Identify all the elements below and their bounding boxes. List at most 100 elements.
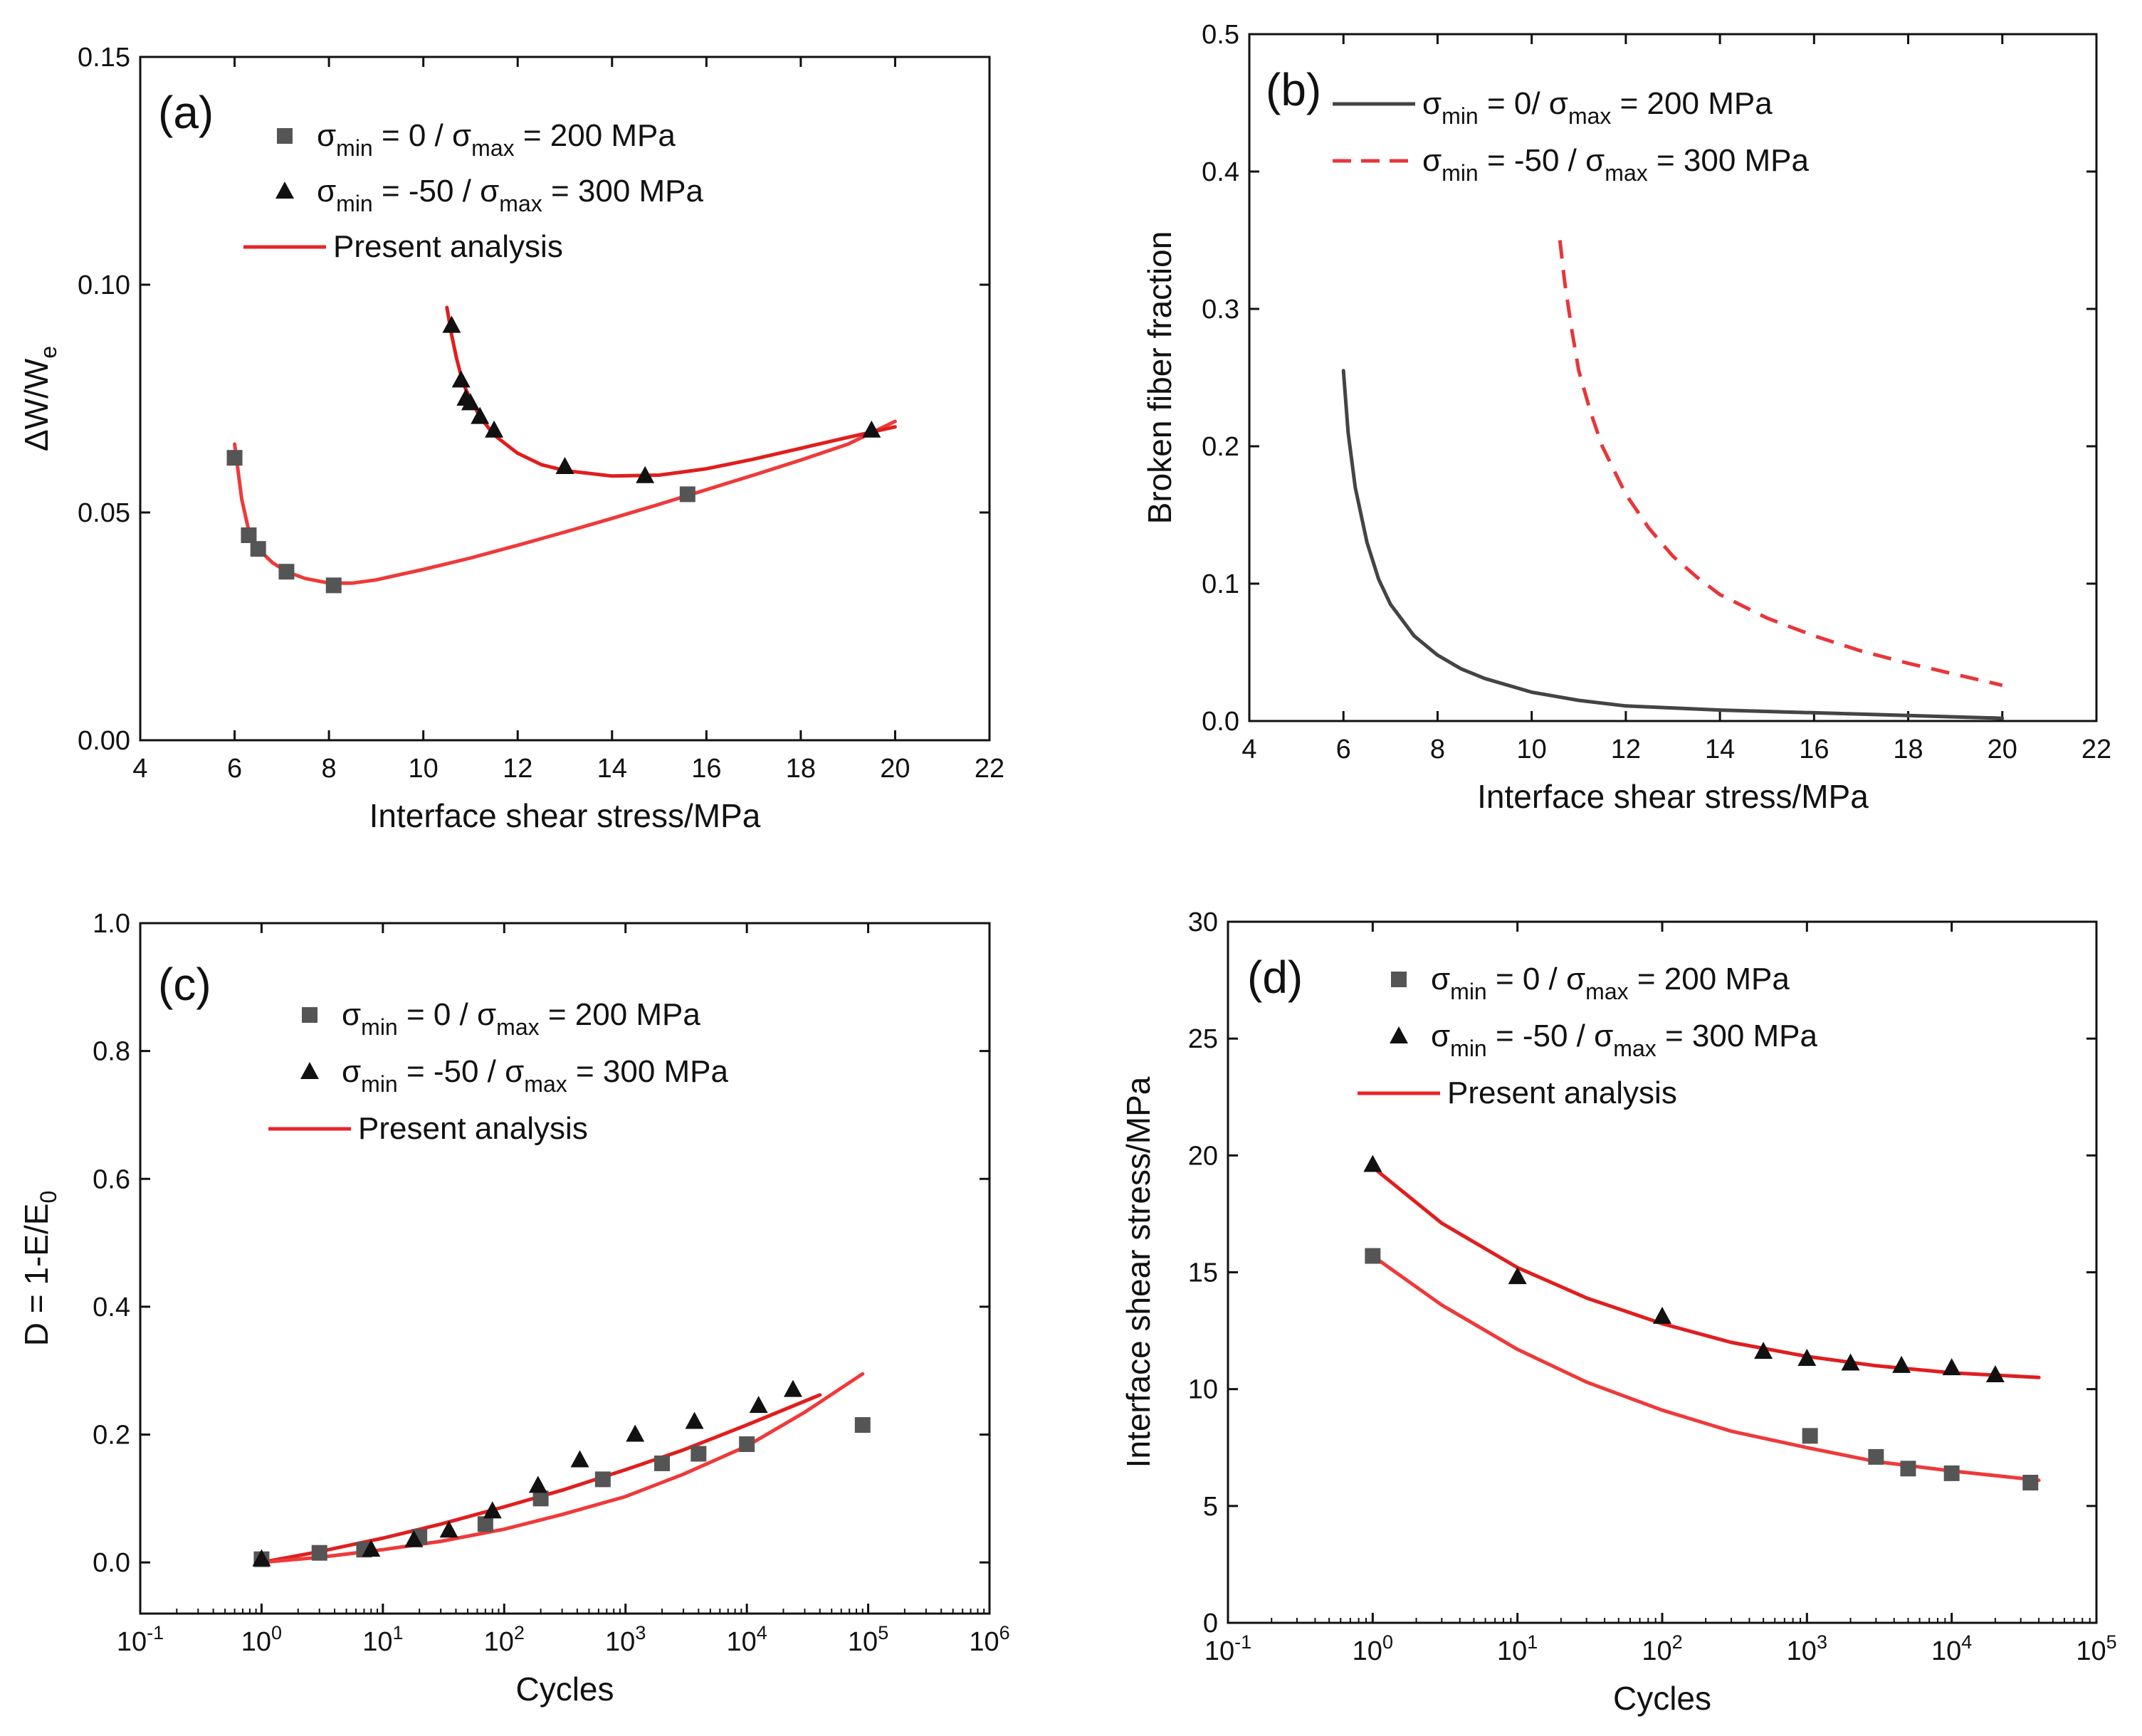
panel-label: (b)	[1266, 64, 1321, 115]
data-point-square	[654, 1455, 671, 1471]
data-point-square	[250, 541, 266, 557]
data-point-triangle	[439, 1520, 458, 1538]
data-point-square	[739, 1436, 755, 1452]
data-layer	[226, 305, 897, 594]
data-point-triangle	[626, 1424, 645, 1442]
y-tick-label: 25	[1188, 1024, 1218, 1054]
y-tick-label: 5	[1203, 1492, 1218, 1522]
x-tick-label: 100	[1353, 1631, 1393, 1666]
series-line-present-analysis-200-mpa	[259, 1372, 865, 1564]
data-point-square	[226, 450, 243, 466]
data-point-square	[1868, 1448, 1884, 1465]
legend-marker-square	[277, 128, 293, 144]
x-tick-label: 20	[880, 754, 910, 784]
x-tick-label: 4	[1241, 735, 1256, 764]
data-point-triangle	[485, 420, 504, 438]
y-tick-label: 1.0	[93, 909, 130, 939]
panel-b: 4 6 8 10 12 14 16 18 20 22 0.0 0.1 0.2 0.3 0.4 0.5 Inter…	[1141, 20, 2111, 815]
data-point-square	[1900, 1461, 1916, 1477]
x-tick-label: 22	[2081, 735, 2111, 764]
x-tick-label: 14	[1705, 735, 1735, 764]
data-point-square	[1365, 1248, 1381, 1264]
data-point-triangle	[1363, 1154, 1382, 1172]
panel-label: (c)	[158, 959, 211, 1010]
y-tick-label: 0.05	[78, 498, 130, 528]
x-tick-label: 104	[726, 1622, 767, 1657]
series-line-present-analysis-200-mpa	[1370, 1254, 2041, 1483]
x-axis-title: Cycles	[515, 1671, 614, 1708]
data-layer	[252, 1372, 871, 1567]
data-point-square	[325, 577, 342, 594]
y-tick-label: 10	[1188, 1375, 1218, 1405]
data-point-square	[594, 1471, 611, 1488]
x-tick-label: 22	[975, 754, 1004, 784]
data-point-square	[854, 1417, 871, 1433]
x-tick-label: 20	[1988, 735, 2017, 764]
y-tick-label: 0	[1203, 1609, 1218, 1638]
panel-a: 4 6 8 10 12 14 16 18 20 22 0.00 0.05 0.10 0.15 Interfa…	[18, 43, 1004, 834]
y-tick-label: 30	[1188, 908, 1218, 937]
x-tick-label: 10	[409, 754, 439, 784]
legend-label: Present analysis	[358, 1111, 588, 1146]
x-tick-label: 105	[848, 1622, 888, 1657]
data-point-triangle	[685, 1411, 704, 1429]
panel-label: (d)	[1247, 952, 1303, 1003]
data-point-square	[532, 1490, 549, 1507]
x-tick-label: 105	[2076, 1631, 2116, 1666]
y-tick-label: 20	[1188, 1141, 1218, 1171]
y-tick-label: 0.8	[93, 1037, 130, 1067]
y-tick-label: 0.15	[78, 43, 130, 73]
y-tick-label: 0.1	[1202, 569, 1239, 599]
x-tick-label: 8	[1430, 735, 1445, 764]
legend: σmin = 0 / σmax = 200 MPa σmin = -50 / σm…	[1358, 962, 1818, 1110]
data-point-triangle	[1841, 1353, 1860, 1371]
data-layer	[1341, 240, 2005, 720]
legend: σmin = 0/ σmax = 200 MPa σmin = -50 / σma…	[1333, 86, 1810, 186]
x-tick-label: 106	[969, 1622, 1009, 1657]
data-point-triangle	[570, 1450, 589, 1468]
plot-frame	[139, 922, 991, 1615]
data-point-triangle	[749, 1396, 768, 1414]
series-line-min-50-max-300-mpa	[1558, 240, 2003, 688]
y-tick-label: 0.0	[1202, 707, 1239, 737]
data-point-triangle	[471, 406, 490, 424]
data-point-triangle	[1754, 1342, 1773, 1359]
legend-label: Present analysis	[333, 229, 563, 264]
x-axis-title: Interface shear stress/MPa	[1477, 778, 1869, 815]
y-tick-label: 0.3	[1202, 295, 1239, 325]
y-axis-title: Broken fiber fraction	[1141, 231, 1178, 525]
y-tick-label: 15	[1188, 1258, 1218, 1288]
data-point-triangle	[555, 457, 574, 474]
data-point-triangle	[483, 1501, 502, 1519]
data-point-triangle	[1942, 1358, 1961, 1376]
data-point-triangle	[1892, 1355, 1911, 1373]
data-point-triangle	[442, 315, 461, 333]
x-tick-label: 16	[691, 754, 721, 784]
y-tick-label: 0.0	[93, 1548, 130, 1578]
y-tick-label: 0.6	[93, 1164, 130, 1194]
data-point-square	[2022, 1475, 2039, 1490]
x-tick-label: 16	[1799, 735, 1829, 764]
y-tick-label: 0.4	[1202, 157, 1239, 187]
x-tick-label: 6	[227, 754, 242, 784]
data-point-triangle	[461, 393, 480, 411]
legend-marker-triangle	[300, 1062, 319, 1079]
x-tick-label: 104	[1931, 1631, 1972, 1666]
data-point-triangle	[252, 1549, 271, 1567]
legend-marker-square	[1391, 972, 1407, 987]
legend-label: σmin = 0 / σmax = 200 MPa	[342, 997, 700, 1040]
data-point-square	[311, 1545, 327, 1561]
data-point-triangle	[1985, 1364, 2005, 1382]
data-point-triangle	[528, 1475, 547, 1493]
x-tick-label: 10	[1517, 735, 1547, 764]
x-tick-label: 101	[1497, 1631, 1538, 1666]
data-point-square	[691, 1446, 707, 1462]
x-axis-title: Interface shear stress/MPa	[369, 797, 761, 834]
legend-label: σmin = -50 / σmax = 300 MPa	[317, 174, 704, 216]
x-tick-label: 102	[1642, 1631, 1682, 1666]
x-tick-label: 6	[1336, 735, 1351, 764]
y-tick-label: 0.2	[1202, 432, 1239, 462]
legend-marker-triangle	[1390, 1026, 1408, 1043]
data-point-triangle	[1653, 1306, 1671, 1324]
